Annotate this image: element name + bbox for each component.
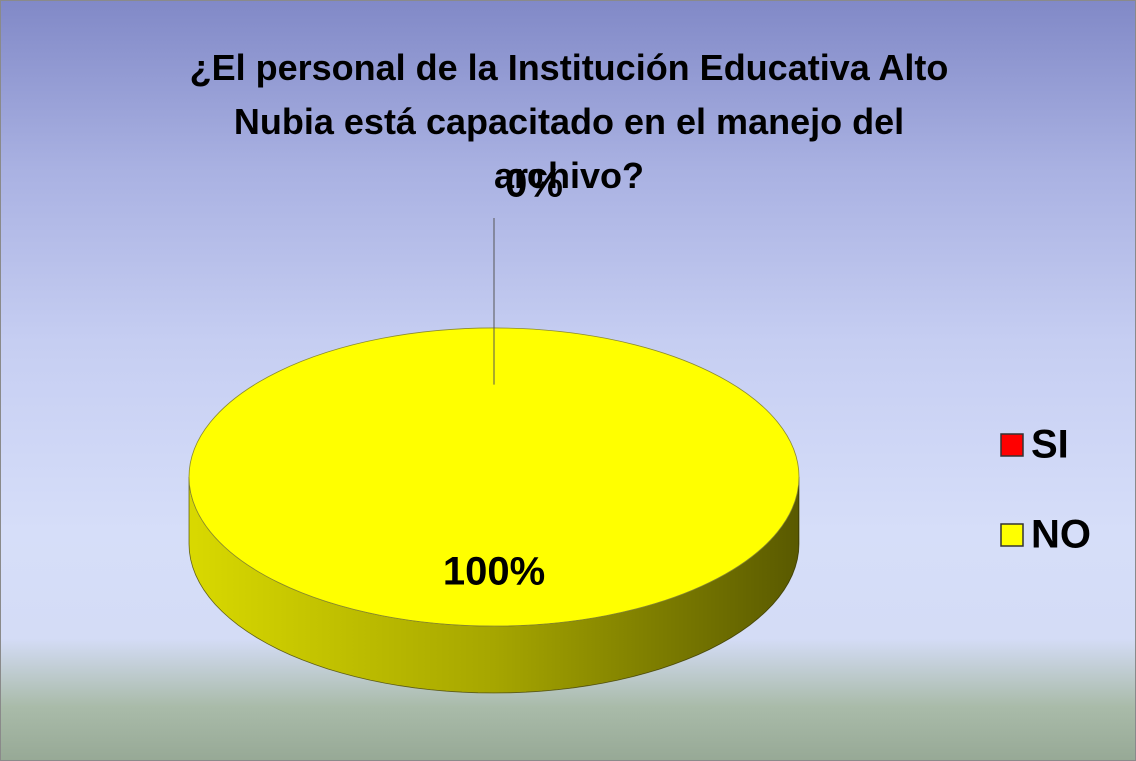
legend-swatch — [1000, 433, 1024, 457]
pie-side-shade — [189, 477, 799, 693]
legend-swatch — [1000, 523, 1024, 547]
legend-label: NO — [1031, 513, 1091, 557]
legend-label: SI — [1031, 423, 1069, 467]
data-label: 100% — [443, 549, 545, 593]
pie-slice — [188, 327, 800, 627]
data-label: 0% — [505, 162, 563, 206]
chart-title: ¿El personal de la Institución Educativa… — [189, 47, 949, 196]
